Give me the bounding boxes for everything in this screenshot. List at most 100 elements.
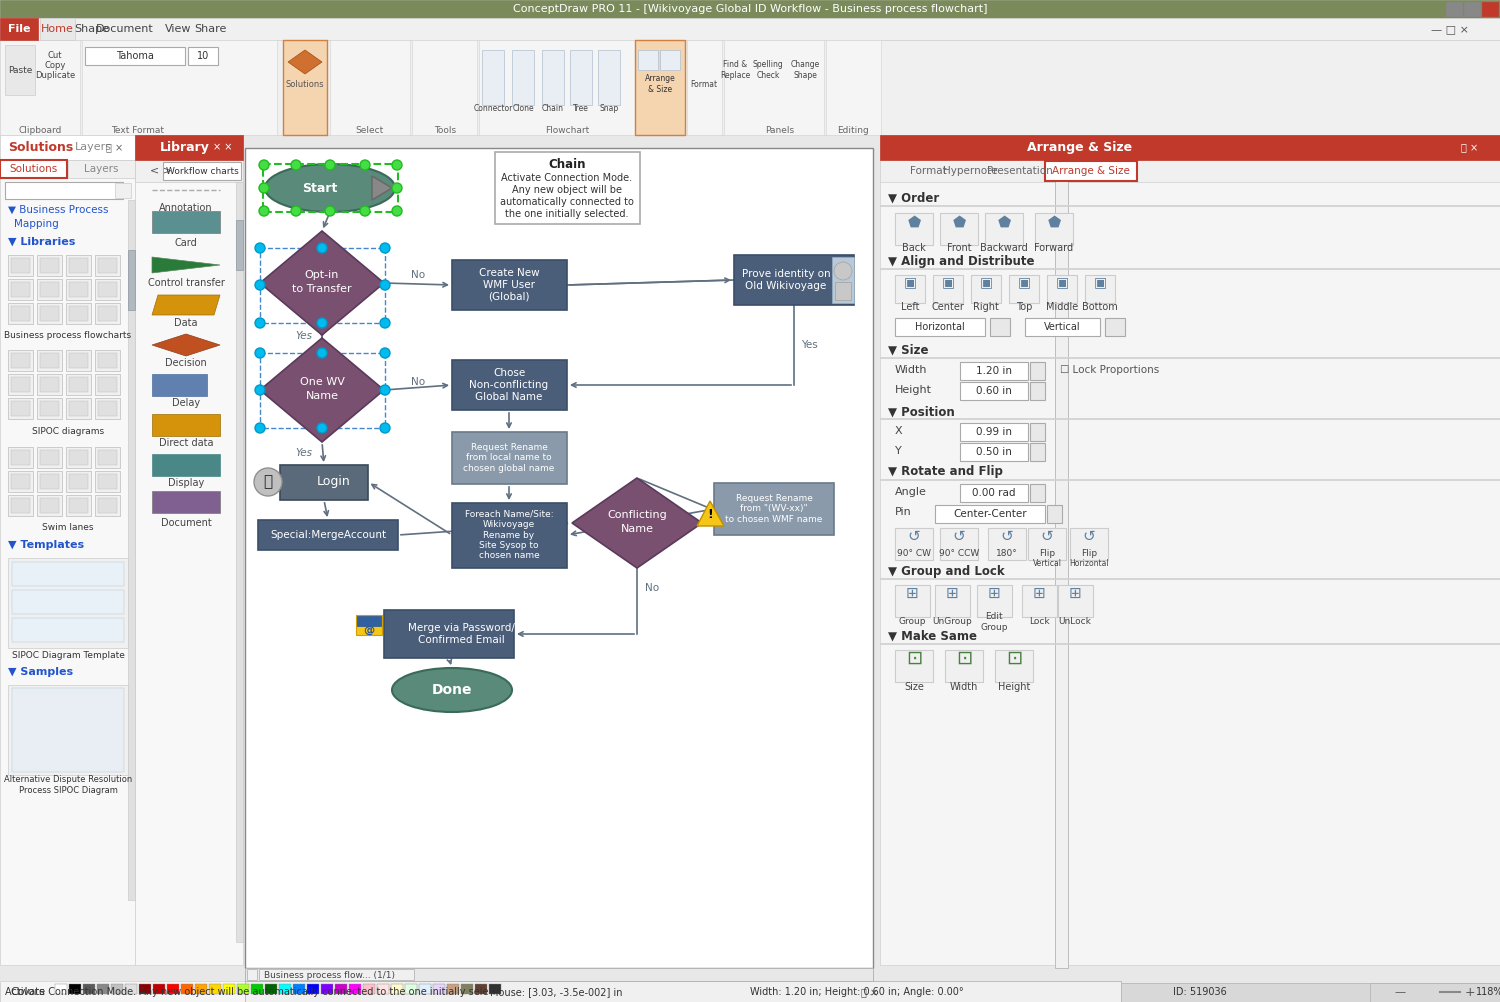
Text: 🔑: 🔑 xyxy=(264,475,273,490)
Text: Paste: Paste xyxy=(8,65,32,74)
Text: Left: Left xyxy=(900,302,920,312)
Bar xyxy=(69,474,88,489)
Bar xyxy=(724,40,824,135)
Text: Opt-in: Opt-in xyxy=(304,270,339,280)
Bar xyxy=(896,585,930,617)
Bar xyxy=(40,377,58,392)
Bar xyxy=(66,279,92,300)
Bar xyxy=(255,970,334,979)
Bar xyxy=(4,182,123,199)
Text: ▣: ▣ xyxy=(1017,275,1031,289)
Text: Yes: Yes xyxy=(296,448,312,458)
Bar xyxy=(260,969,414,980)
Circle shape xyxy=(834,262,852,280)
Text: Mapping: Mapping xyxy=(13,219,58,229)
Text: ⬟: ⬟ xyxy=(952,214,966,229)
Bar xyxy=(98,498,117,513)
Bar xyxy=(896,528,933,560)
Bar xyxy=(960,484,1028,502)
Bar xyxy=(284,40,327,135)
Bar xyxy=(248,969,256,980)
Bar xyxy=(990,318,1010,336)
Text: Yes: Yes xyxy=(296,331,312,341)
Text: Delay: Delay xyxy=(172,398,200,408)
Bar xyxy=(8,255,33,276)
Bar xyxy=(182,984,194,994)
Bar xyxy=(357,616,381,626)
Text: Copy: Copy xyxy=(45,60,66,69)
Bar xyxy=(945,650,982,682)
Bar xyxy=(476,984,488,994)
Bar xyxy=(1070,528,1108,560)
Bar xyxy=(94,350,120,371)
Bar xyxy=(8,558,128,648)
Bar xyxy=(152,454,220,476)
Text: Format: Format xyxy=(909,166,946,176)
Bar xyxy=(98,450,117,465)
Bar xyxy=(38,398,62,419)
Bar xyxy=(0,983,1500,1002)
Bar xyxy=(1030,484,1045,502)
Polygon shape xyxy=(698,501,724,526)
Text: ↺: ↺ xyxy=(1083,528,1095,543)
Bar xyxy=(236,182,243,942)
Bar xyxy=(224,984,236,994)
Text: Card: Card xyxy=(174,238,198,248)
Bar xyxy=(1482,2,1498,16)
Text: Flowchart: Flowchart xyxy=(544,125,590,134)
Bar xyxy=(94,398,120,419)
Bar xyxy=(38,279,62,300)
Bar xyxy=(40,401,58,416)
Text: Document: Document xyxy=(160,518,212,528)
Text: ▣: ▣ xyxy=(942,275,954,289)
Bar xyxy=(638,50,658,70)
Bar xyxy=(1030,443,1045,461)
Text: Vertical: Vertical xyxy=(1044,322,1080,332)
Bar xyxy=(38,303,62,324)
Bar xyxy=(976,585,1012,617)
Text: ▼ Business Process: ▼ Business Process xyxy=(8,205,108,215)
Polygon shape xyxy=(260,338,384,442)
Text: Share: Share xyxy=(194,24,226,34)
Text: SIPOC Diagram Template: SIPOC Diagram Template xyxy=(12,650,125,659)
Text: No: No xyxy=(411,270,424,280)
Bar xyxy=(152,491,220,513)
Bar xyxy=(1054,148,1068,968)
Circle shape xyxy=(326,206,334,216)
Bar xyxy=(251,984,262,994)
Text: Presentation: Presentation xyxy=(987,166,1053,176)
Text: Format: Format xyxy=(690,79,717,88)
Bar xyxy=(1047,275,1077,303)
Bar xyxy=(8,447,33,468)
Polygon shape xyxy=(260,231,384,335)
Text: Layers: Layers xyxy=(75,142,112,152)
Bar xyxy=(482,50,504,105)
Bar xyxy=(419,984,430,994)
Text: ⊡: ⊡ xyxy=(906,648,922,667)
Circle shape xyxy=(254,468,282,496)
Text: Bottom: Bottom xyxy=(1082,302,1118,312)
Text: Forward: Forward xyxy=(1035,243,1074,253)
Polygon shape xyxy=(152,334,220,356)
Bar xyxy=(38,350,62,371)
Circle shape xyxy=(392,206,402,216)
Bar xyxy=(66,447,92,468)
Text: 180°: 180° xyxy=(996,549,1018,558)
Bar xyxy=(279,984,291,994)
Circle shape xyxy=(316,423,327,433)
Bar xyxy=(1010,275,1040,303)
Text: ↺: ↺ xyxy=(908,528,921,543)
Bar xyxy=(10,282,30,297)
Bar xyxy=(0,40,1500,135)
Bar xyxy=(292,984,304,994)
Bar xyxy=(98,984,109,994)
Bar xyxy=(12,618,125,642)
Text: ▣: ▣ xyxy=(903,275,916,289)
Text: Clone: Clone xyxy=(512,103,534,112)
Bar xyxy=(512,50,534,105)
Bar xyxy=(69,498,88,513)
Text: Tree: Tree xyxy=(573,103,590,112)
Bar xyxy=(40,258,58,273)
Text: ⊞: ⊞ xyxy=(1032,585,1046,600)
Bar xyxy=(94,303,120,324)
